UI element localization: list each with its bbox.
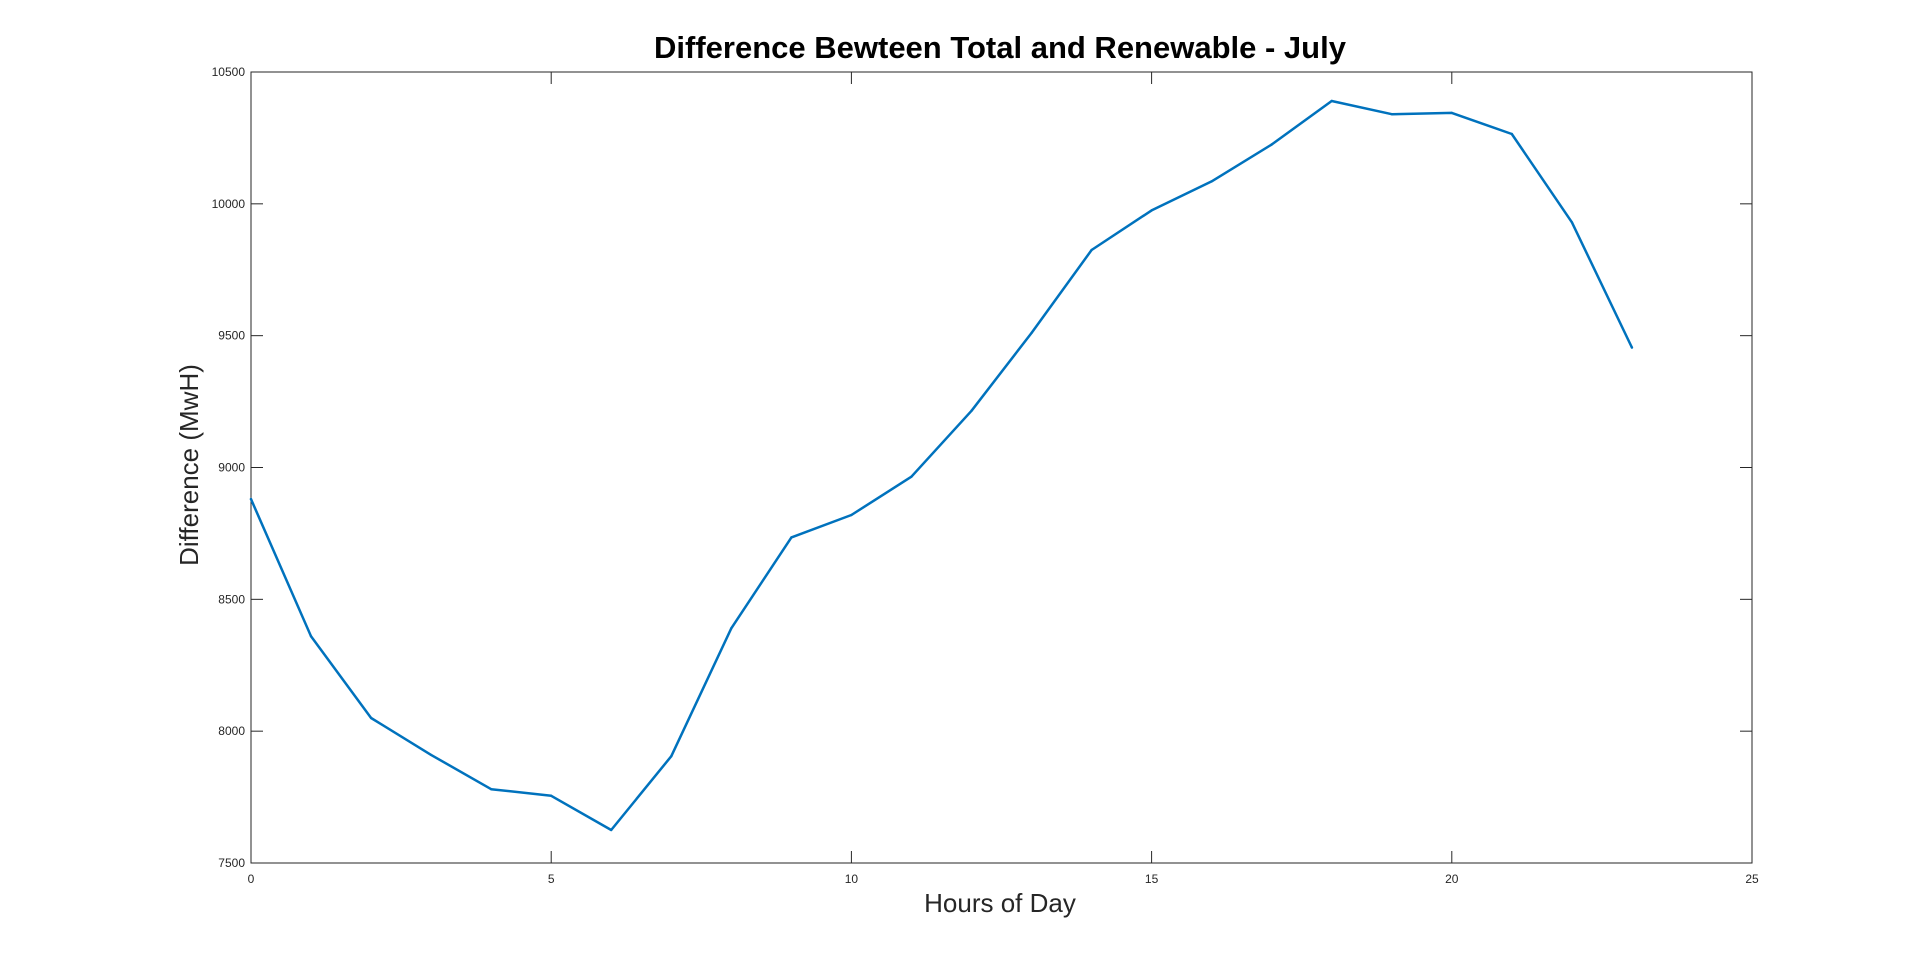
data-point <box>850 513 853 517</box>
y-tick-label: 7500 <box>218 856 245 870</box>
x-axis: 0 5 10 15 20 25 <box>248 72 1759 886</box>
data-point <box>1090 248 1093 252</box>
data-point <box>1390 113 1394 116</box>
data-point <box>1330 99 1333 103</box>
data-point <box>1270 143 1273 146</box>
y-tick-label: 8500 <box>218 592 245 606</box>
data-point <box>1630 346 1634 349</box>
data-point <box>790 536 793 539</box>
y-tick-label: 9500 <box>218 329 245 343</box>
plot-area <box>250 71 1753 864</box>
data-point <box>970 409 973 412</box>
x-tick-label: 15 <box>1145 872 1159 886</box>
data-point <box>1570 221 1574 224</box>
data-point <box>369 716 373 720</box>
data-point <box>490 788 493 791</box>
data-point <box>1450 111 1454 115</box>
x-tick-label: 10 <box>845 872 859 886</box>
y-tick-label: 9000 <box>218 461 245 475</box>
data-point <box>429 753 433 757</box>
chart-title: Difference Bewteen Total and Renewable -… <box>654 30 1347 65</box>
data-point <box>670 755 673 758</box>
data-point <box>1030 331 1033 335</box>
data-point <box>550 794 553 797</box>
y-axis-label: Difference (MwH) <box>174 364 204 566</box>
data-point <box>249 497 253 501</box>
data-point <box>910 475 913 478</box>
x-axis-label: Hours of Day <box>924 888 1076 918</box>
x-tick-label: 25 <box>1745 872 1759 886</box>
y-tick-label: 8000 <box>218 724 245 738</box>
data-point <box>1510 132 1514 136</box>
x-tick-label: 20 <box>1445 872 1459 886</box>
data-point <box>309 635 313 638</box>
data-point <box>1210 180 1213 183</box>
y-axis: 7500 8000 8500 9000 9500 10000 10500 <box>212 65 1752 870</box>
y-tick-label: 10000 <box>212 197 246 211</box>
y-tick-label: 10500 <box>212 65 246 79</box>
x-tick-label: 0 <box>248 872 255 886</box>
data-point <box>610 828 613 832</box>
series-line <box>249 99 1634 832</box>
data-point <box>730 627 733 630</box>
data-point <box>1150 209 1153 212</box>
data-series <box>249 99 1634 832</box>
x-tick-label: 5 <box>548 872 555 886</box>
plot-frame <box>250 71 1753 864</box>
